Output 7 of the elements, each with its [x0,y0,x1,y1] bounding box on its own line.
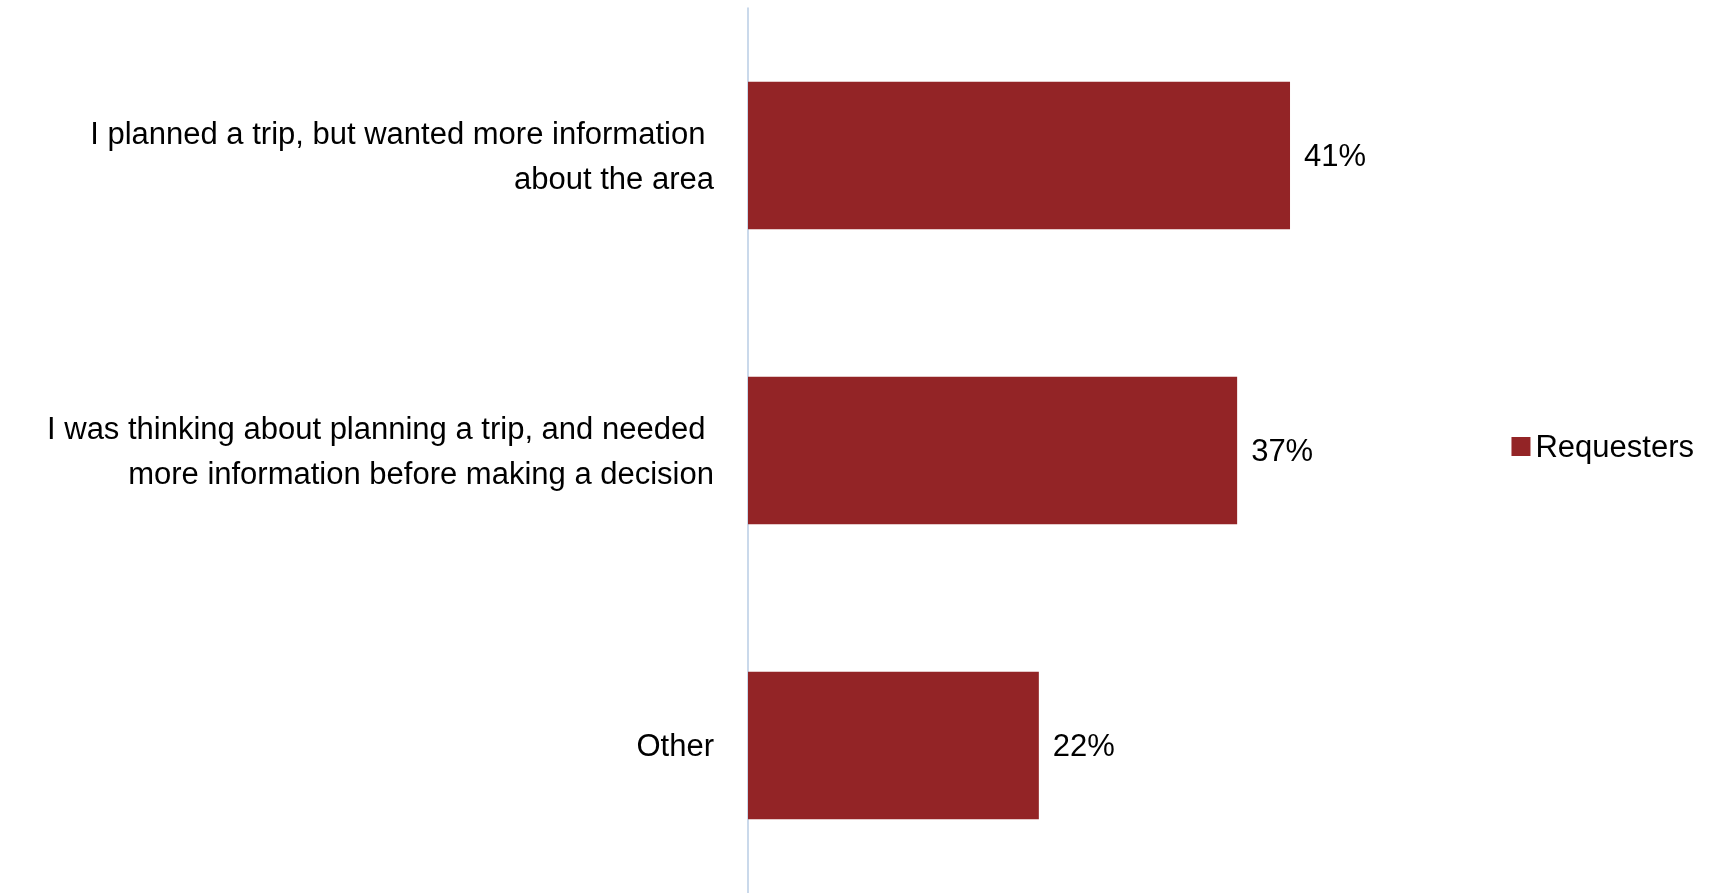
y-tick-label: Other [636,728,714,763]
data-label: 41% [1304,138,1367,173]
y-tick-label: I planned a trip, but wanted more information about the area [90,115,715,196]
data-label: 22% [1052,728,1115,763]
y-tick-label: I was thinking about planning a trip, and needed more information before making a decision [47,410,714,491]
data-label: 37% [1251,433,1314,468]
legend-label: Requesters [1535,429,1694,464]
